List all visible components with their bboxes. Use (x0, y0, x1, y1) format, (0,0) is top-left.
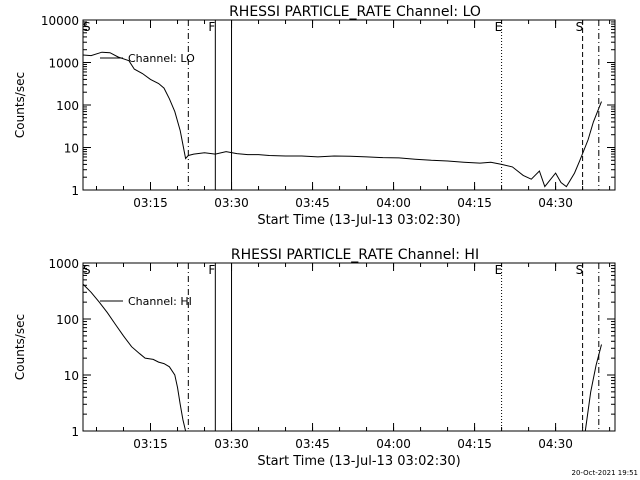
x-tick-label: 03:15 (133, 196, 168, 210)
event-marker-label: S (576, 263, 584, 277)
event-marker-label: S (576, 20, 584, 34)
event-marker-label: F (208, 263, 215, 277)
x-tick-label: 04:15 (457, 196, 492, 210)
x-tick-label: 04:30 (538, 196, 573, 210)
chart-title: RHESSI PARTICLE_RATE Channel: LO (229, 4, 481, 20)
x-tick-label: 03:45 (295, 196, 330, 210)
x-tick-label: 03:15 (133, 437, 168, 451)
x-tick-label: 03:30 (214, 437, 249, 451)
x-tick-label: 03:45 (295, 437, 330, 451)
y-tick-label: 1000 (48, 257, 79, 271)
y-tick-label: 1000 (48, 57, 79, 71)
x-tick-label: 04:15 (457, 437, 492, 451)
x-tick-label: 04:30 (538, 437, 573, 451)
y-tick-label: 1 (71, 184, 79, 198)
y-tick-label: 10 (64, 369, 79, 383)
event-marker-label: F (208, 20, 215, 34)
footer-timestamp: 20-Oct-2021 19:51 (572, 469, 638, 477)
x-tick-label: 04:00 (376, 196, 411, 210)
y-tick-label: 1 (71, 425, 79, 439)
y-axis-label: Counts/sec (13, 314, 27, 380)
event-marker-label: E (495, 20, 503, 34)
x-tick-label: 03:30 (214, 196, 249, 210)
chart-title: RHESSI PARTICLE_RATE Channel: HI (231, 247, 479, 263)
y-tick-label: 10000 (41, 14, 79, 28)
legend-label: Channel: LO (128, 52, 195, 65)
x-axis-label: Start Time (13-Jul-13 03:02:30) (257, 213, 460, 228)
y-tick-label: 10 (64, 142, 79, 156)
series-line (82, 51, 602, 188)
event-marker-label: S (83, 263, 91, 277)
event-marker-label: S (83, 20, 91, 34)
chart-panel-2 (82, 262, 616, 432)
series-line (82, 283, 602, 432)
event-marker-label: E (495, 263, 503, 277)
y-tick-label: 100 (56, 99, 79, 113)
legend-label: Channel: HI (128, 295, 192, 308)
y-axis-label: Counts/sec (13, 72, 27, 138)
y-tick-label: 100 (56, 313, 79, 327)
x-axis-label: Start Time (13-Jul-13 03:02:30) (257, 454, 460, 469)
plot-frame (82, 19, 616, 191)
x-tick-label: 04:00 (376, 437, 411, 451)
plot-frame (82, 262, 616, 432)
chart-panel-1 (82, 19, 616, 191)
